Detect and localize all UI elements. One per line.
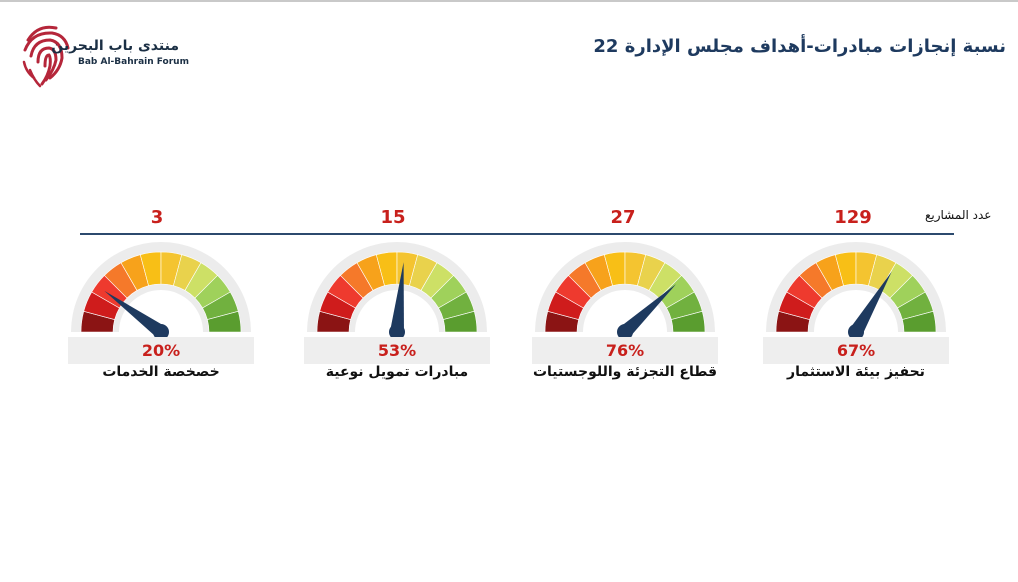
gauge-hub <box>848 324 864 340</box>
project-count-3: 27 <box>610 207 636 228</box>
gauge-label: مبادرات تمويل نوعية <box>325 364 469 380</box>
gauge-dial <box>307 242 487 340</box>
gauge-segment <box>670 310 706 333</box>
gauge-percent: 67% <box>763 337 949 364</box>
gauge-label: خصخصة الخدمات <box>102 364 220 380</box>
count-divider-line <box>80 233 954 235</box>
project-count-2: 15 <box>380 207 406 228</box>
gauge-card: 20% خصخصة الخدمات <box>68 240 254 400</box>
gauge-segment <box>442 310 478 333</box>
gauge-card: 67% تحفيز بيئة الاستثمار <box>763 240 949 400</box>
projects-count-label: عدد المشاريع <box>925 208 992 222</box>
gauge-hub <box>617 324 633 340</box>
logo-english-name: Bab Al-Bahrain Forum <box>78 57 189 67</box>
project-count-4: 129 <box>834 207 872 228</box>
gauge-label: تحفيز بيئة الاستثمار <box>787 364 925 380</box>
gauge-needle-icon <box>104 290 166 338</box>
page-title: نسبة إنجازات مبادرات-أهداف مجلس الإدارة … <box>593 36 1006 57</box>
gauge-needle-icon <box>849 271 892 336</box>
project-count-1: 3 <box>150 207 164 228</box>
gauge-label: قطاع التجزئة واللوجستيات <box>532 364 718 380</box>
gauge-percent: 53% <box>304 337 490 364</box>
logo-arabic-name: منتدى باب البحرين <box>51 38 179 54</box>
gauge-needle-icon <box>390 262 404 333</box>
gauge-percent: 20% <box>68 337 254 364</box>
gauge-dial <box>766 242 946 340</box>
gauge-card: 76% قطاع التجزئة واللوجستيات <box>532 240 718 400</box>
gauge-hub <box>389 324 405 340</box>
gauge-dial <box>535 242 715 340</box>
forum-logo: منتدى باب البحرين Bab Al-Bahrain Forum <box>20 18 189 92</box>
top-border <box>0 0 1018 2</box>
gauge-segment <box>901 310 937 333</box>
fingerprint-logo-icon <box>22 25 70 88</box>
gauge-hub <box>153 324 169 340</box>
gauge-percent: 76% <box>532 337 718 364</box>
gauge-segment <box>206 310 242 333</box>
gauge-dial <box>71 242 251 340</box>
gauge-card: 53% مبادرات تمويل نوعية <box>304 240 490 400</box>
gauge-needle-icon <box>620 284 677 338</box>
